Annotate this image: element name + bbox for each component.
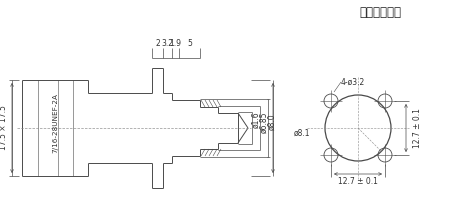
Text: 17.5 × 17.5: 17.5 × 17.5 [0,105,9,151]
Text: ø1.6: ø1.6 [251,112,260,128]
Text: 7/16-28UNEF-2A: 7/16-28UNEF-2A [52,93,58,153]
Text: 12.7 ± 0.1: 12.7 ± 0.1 [414,108,423,148]
Text: 5: 5 [187,39,192,47]
Text: ø6.85: ø6.85 [259,111,268,133]
Text: ø8.1: ø8.1 [294,128,310,138]
Text: 3.2: 3.2 [161,39,173,47]
Text: ø8.0: ø8.0 [268,114,277,130]
Text: 1.9: 1.9 [169,39,181,47]
Text: 12.7 ± 0.1: 12.7 ± 0.1 [338,178,378,186]
Text: 2: 2 [155,39,160,47]
Text: 4-ø3.2: 4-ø3.2 [341,78,365,87]
Text: 安装开孔尺寸: 安装开孔尺寸 [359,6,401,19]
